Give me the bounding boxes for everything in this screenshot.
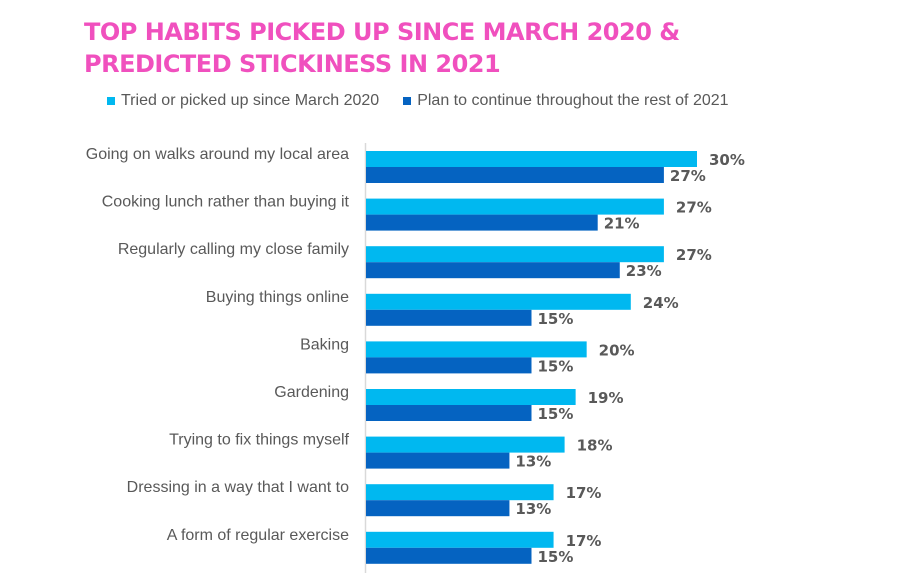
bar-plan [366,405,532,421]
bar-plan [366,500,510,517]
category-label: Gardening [274,384,349,401]
legend-item-tried: Tried or picked up since March 2020 [107,92,379,110]
bar-tried [366,198,664,215]
category-label: A form of regular exercise [167,527,349,544]
data-label-tried: 17% [566,532,602,550]
data-label-plan: 27% [670,167,706,185]
category-label: Dressing in a way that I want to [127,479,349,496]
legend-swatch-plan [403,97,412,105]
bar-plan [366,214,598,231]
bar-tried [366,293,631,310]
category-label: Trying to fix things myself [169,432,349,449]
bar-tried [366,389,576,405]
legend-item-plan: Plan to continue throughout the rest of … [403,92,729,110]
bar-plan [366,357,532,374]
chart-title-line-2: PREDICTED STICKINESS IN 2021 [84,50,501,78]
data-label-tried: 19% [588,389,624,407]
data-label-plan: 13% [515,500,551,518]
bar-plan [366,309,532,326]
bar-tried [366,341,587,358]
bar-tried [366,151,697,167]
data-label-tried: 27% [676,246,712,264]
category-label: Buying things online [206,289,349,306]
bar-plan [366,452,510,469]
bar-plan [366,262,620,279]
data-label-tried: 20% [599,341,635,359]
legend-swatch-tried [107,97,115,105]
legend-label-plan: Plan to continue throughout the rest of … [417,92,729,109]
legend: Tried or picked up since March 2020 Plan… [107,92,729,110]
bar-tried [366,436,565,453]
category-label: Regularly calling my close family [118,241,349,258]
data-label-plan: 15% [538,357,574,375]
legend-label-tried: Tried or picked up since March 2020 [121,92,380,109]
bar-tried [366,531,554,548]
bar-tried [366,484,554,501]
category-label: Baking [300,336,349,353]
category-label: Going on walks around my local area [86,146,349,163]
data-label-tried: 17% [566,484,602,502]
data-label-plan: 15% [538,548,574,566]
data-label-tried: 24% [643,294,679,312]
data-label-plan: 21% [604,215,640,233]
bar-tried [366,246,664,263]
data-label-tried: 30% [709,151,745,169]
data-label-plan: 15% [538,405,574,423]
data-label-tried: 27% [676,199,712,217]
chart-title: TOP HABITS PICKED UP SINCE MARCH 2020 & … [84,16,680,80]
data-label-tried: 18% [577,437,613,455]
data-label-plan: 15% [538,310,574,328]
chart-title-line-1: TOP HABITS PICKED UP SINCE MARCH 2020 & [84,18,680,46]
bar-plan [366,167,664,183]
category-label: Cooking lunch rather than buying it [102,194,350,211]
data-label-plan: 13% [515,453,551,471]
data-label-plan: 23% [626,262,662,280]
bar-plan [366,547,532,564]
